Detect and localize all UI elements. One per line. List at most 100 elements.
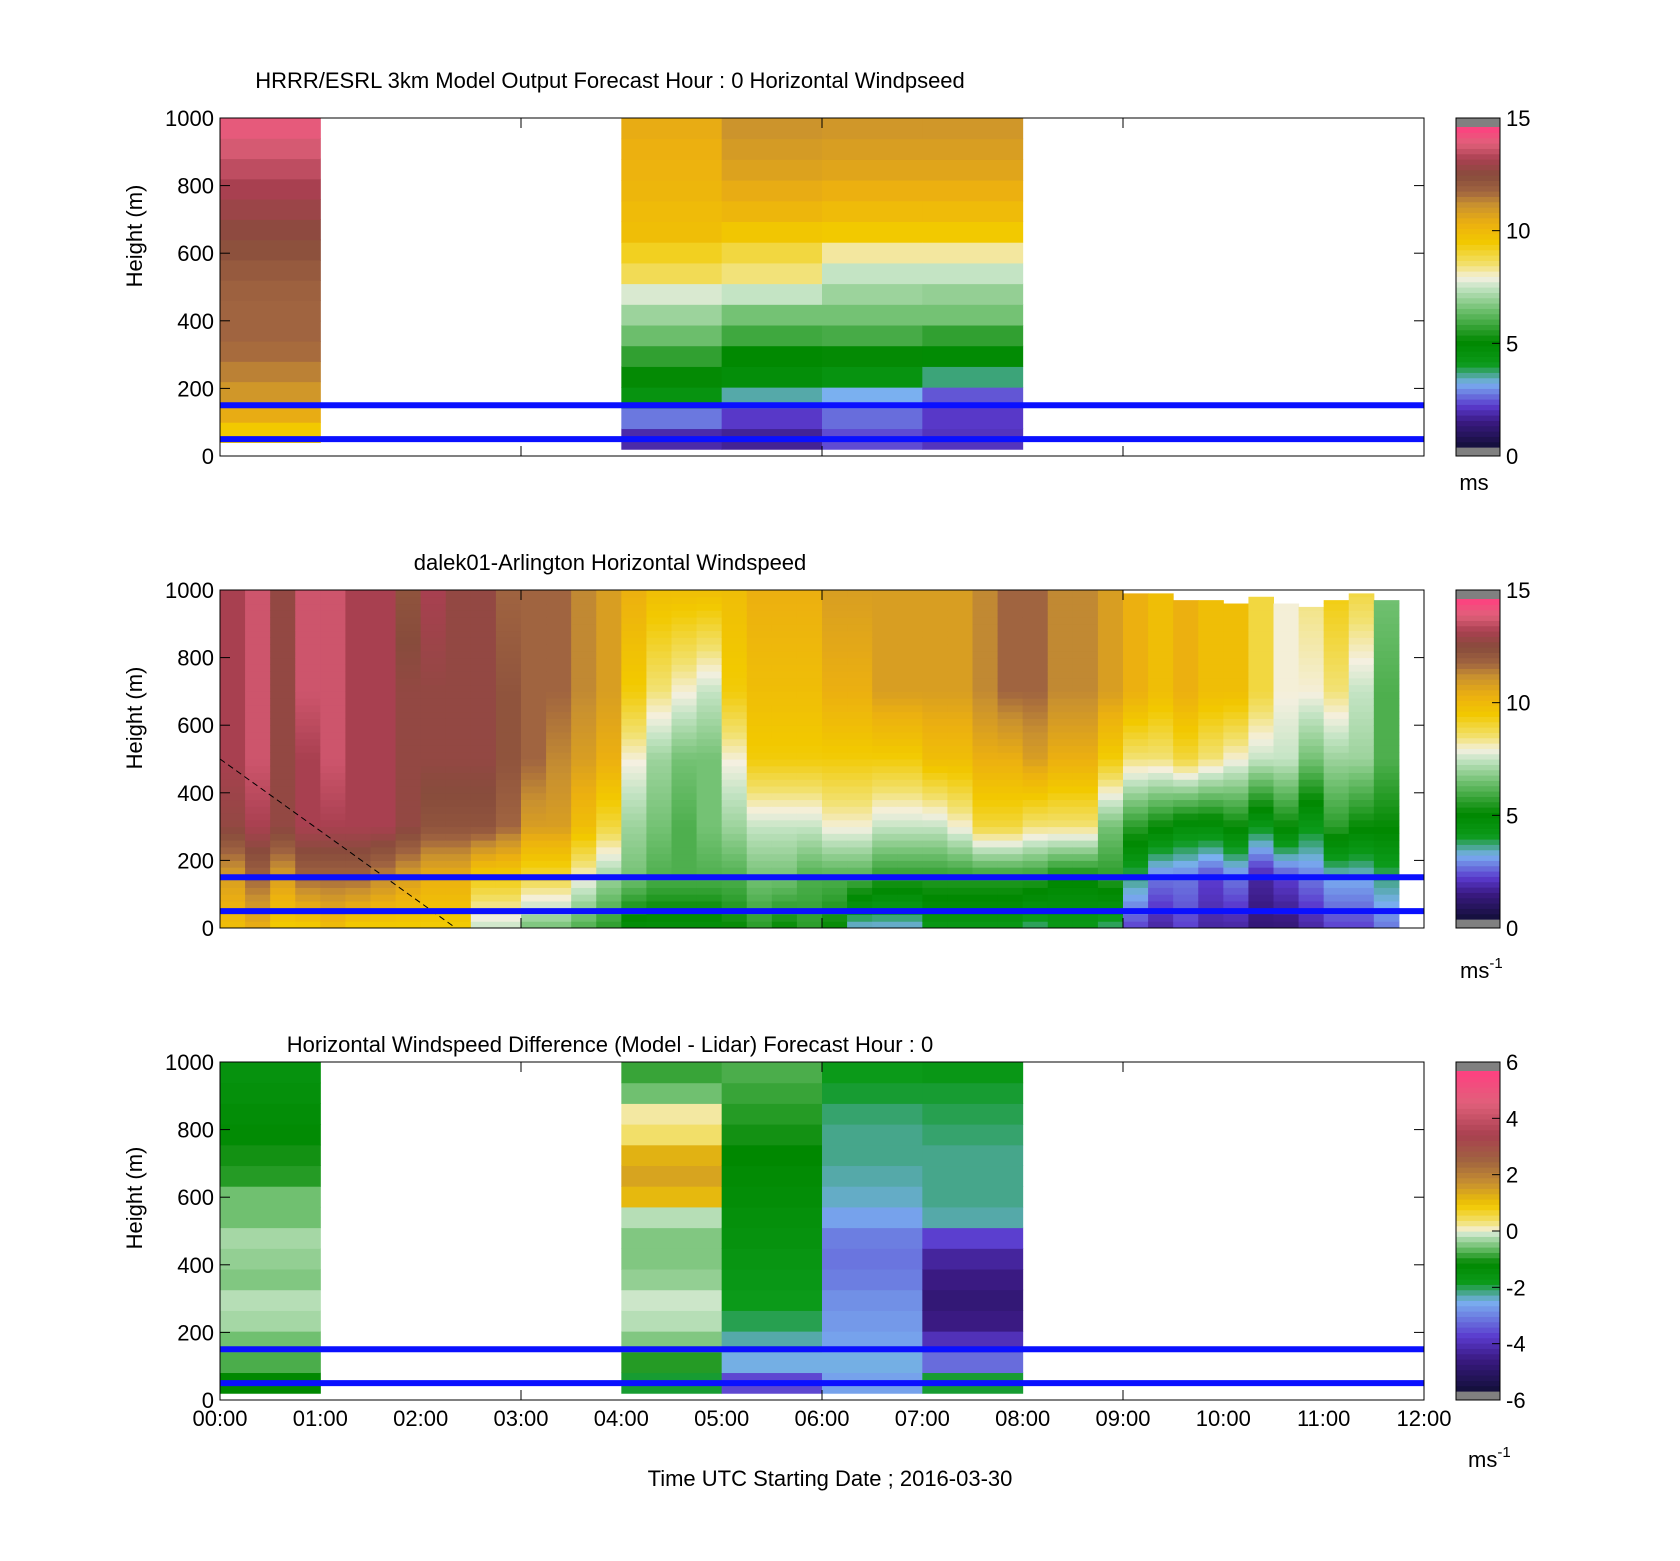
heatmap-cell xyxy=(947,759,973,767)
heatmap-cell xyxy=(1097,630,1124,638)
heatmap-cell xyxy=(872,671,898,679)
heatmap-cell xyxy=(1323,698,1350,706)
y-axis-label: Height (m) xyxy=(122,667,147,770)
heatmap-cell xyxy=(796,867,823,875)
heatmap-cell xyxy=(922,691,948,699)
heatmap-cell xyxy=(320,819,346,828)
heatmap-cell xyxy=(445,745,472,753)
heatmap-cell xyxy=(395,860,422,868)
heatmap-cell xyxy=(621,407,723,430)
heatmap-cell xyxy=(1047,704,1074,713)
heatmap-cell xyxy=(370,880,397,888)
heatmap-cell xyxy=(721,1082,823,1104)
heatmap-cell xyxy=(721,799,748,807)
heatmap-cell xyxy=(370,900,397,909)
heatmap-cell xyxy=(420,792,447,801)
heatmap-cell xyxy=(1022,900,1049,909)
heatmap-cell xyxy=(1248,718,1274,726)
colorbar-segment xyxy=(1456,372,1500,379)
x-tick-label: 06:00 xyxy=(794,1406,849,1431)
heatmap-cell xyxy=(521,617,547,625)
heatmap-cell xyxy=(1123,840,1149,848)
heatmap-cell xyxy=(847,799,873,807)
heatmap-cell xyxy=(1022,691,1049,699)
colorbar-segment xyxy=(1456,785,1500,792)
colorbar-segment xyxy=(1456,441,1500,448)
heatmap-cell xyxy=(1072,819,1099,828)
heatmap-cell xyxy=(897,853,923,861)
heatmap-cell xyxy=(972,792,999,801)
heatmap-cell xyxy=(245,644,271,652)
heatmap-cell xyxy=(445,759,472,767)
heatmap-cell xyxy=(395,745,422,753)
heatmap-cell xyxy=(270,819,296,828)
heatmap-cell xyxy=(1198,630,1224,638)
heatmap-cell xyxy=(822,1248,923,1270)
heatmap-cell xyxy=(897,623,923,632)
heatmap-cell xyxy=(1223,806,1249,814)
heatmap-cell xyxy=(395,765,422,774)
heatmap-cell xyxy=(872,880,898,888)
heatmap-cell xyxy=(972,752,999,760)
heatmap-cell xyxy=(495,752,522,760)
heatmap-cell xyxy=(872,914,898,922)
colorbar-segment xyxy=(1456,308,1500,315)
heatmap-cell xyxy=(671,786,698,794)
heatmap-cell xyxy=(220,361,321,383)
heatmap-cell xyxy=(220,772,246,780)
heatmap-cell xyxy=(872,664,898,672)
heatmap-cell xyxy=(270,813,296,821)
heatmap-cell xyxy=(546,887,572,895)
heatmap-cell xyxy=(1348,711,1375,719)
heatmap-cell xyxy=(721,617,748,625)
heatmap-cell xyxy=(1097,623,1124,632)
heatmap-cell xyxy=(1097,752,1124,760)
heatmap-cell xyxy=(1123,921,1149,929)
heatmap-cell xyxy=(872,806,898,814)
heatmap-cell xyxy=(646,630,672,638)
heatmap-cell xyxy=(897,677,923,686)
heatmap-cell xyxy=(1323,657,1350,665)
heatmap-cell xyxy=(470,914,497,922)
heatmap-cell xyxy=(771,731,798,740)
heatmap-cell xyxy=(1273,650,1300,659)
heatmap-cell xyxy=(571,623,597,632)
heatmap-cell xyxy=(1022,806,1049,814)
heatmap-cell xyxy=(270,772,296,780)
heatmap-cell xyxy=(872,867,898,875)
heatmap-cell xyxy=(345,853,371,861)
heatmap-cell xyxy=(395,590,422,598)
heatmap-cell xyxy=(370,711,397,719)
heatmap-cell xyxy=(1323,846,1350,855)
heatmap-cell xyxy=(947,698,973,706)
heatmap-cell xyxy=(370,853,397,861)
heatmap-cell xyxy=(1273,738,1300,746)
heatmap-cell xyxy=(1198,914,1224,922)
heatmap-cell xyxy=(897,759,923,767)
heatmap-cell xyxy=(345,610,371,618)
heatmap-cell xyxy=(1123,867,1149,875)
heatmap-cell xyxy=(1298,921,1325,929)
heatmap-cell xyxy=(445,900,472,909)
heatmap-cell xyxy=(1323,786,1350,794)
heatmap-cell xyxy=(596,603,622,611)
heatmap-cell xyxy=(822,180,923,202)
heatmap-cell xyxy=(470,603,497,611)
heatmap-cell xyxy=(1123,617,1149,625)
heatmap-cell xyxy=(1298,644,1325,652)
heatmap-cell xyxy=(1298,786,1325,794)
heatmap-cell xyxy=(395,840,422,848)
heatmap-cell xyxy=(1148,786,1174,794)
heatmap-cell xyxy=(746,846,773,855)
heatmap-cell xyxy=(345,657,371,665)
heatmap-cell xyxy=(897,644,923,652)
heatmap-cell xyxy=(796,623,823,632)
heatmap-cell xyxy=(1223,731,1249,740)
heatmap-cell xyxy=(245,657,271,665)
heatmap-cell xyxy=(1097,718,1124,726)
heatmap-cell xyxy=(1273,644,1300,652)
heatmap-cell xyxy=(571,880,597,888)
heatmap-cell xyxy=(546,900,572,909)
heatmap-cell xyxy=(521,664,547,672)
colorbar-segment xyxy=(1456,164,1500,171)
